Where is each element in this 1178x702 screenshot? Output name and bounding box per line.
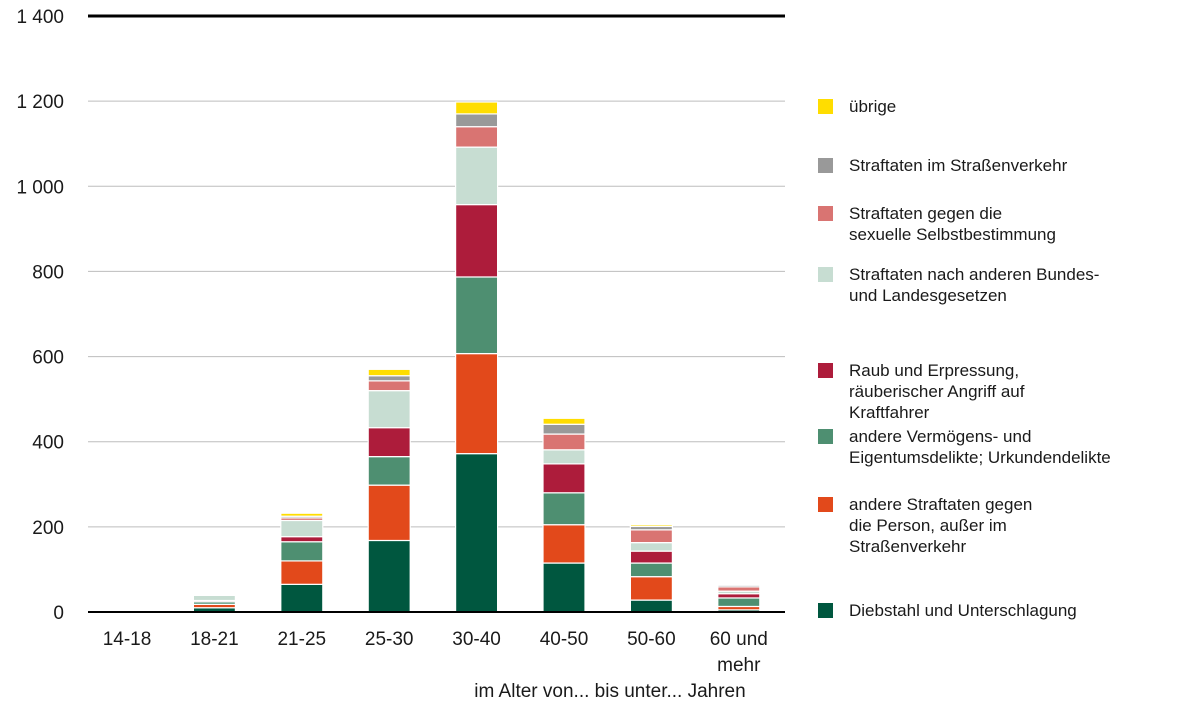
bar-segment-4-8 — [367, 368, 411, 377]
x-tick-label: 14-18 — [103, 629, 152, 650]
x-tick-label: 18-21 — [190, 629, 239, 650]
bars — [105, 101, 761, 613]
bar-segment-7-2 — [629, 576, 674, 601]
x-axis-title: im Alter von... bis unter... Jahren — [474, 681, 745, 702]
bar-segment-5-3 — [455, 276, 499, 355]
bar-segment-7-8 — [629, 524, 674, 528]
bar-segment-8-6 — [717, 586, 761, 592]
y-tick-label: 1 400 — [16, 7, 64, 28]
y-tick-label: 0 — [53, 603, 64, 624]
bar-segment-8-8 — [717, 583, 761, 586]
bar-segment-5-8 — [455, 101, 499, 115]
bar-segment-8-4 — [717, 593, 761, 599]
x-tick-label: 21-25 — [277, 629, 326, 650]
bar-segment-3-4 — [280, 536, 324, 543]
bar-segment-5-7 — [455, 113, 499, 128]
bar-segment-6-4 — [542, 463, 586, 494]
bar-segment-5-5 — [455, 146, 499, 206]
y-tick-label: 1 000 — [16, 177, 64, 198]
axes: 0 200 400 600 800 1 000 1 200 1 400 14-18 18-21 21… — [16, 7, 785, 676]
bar-segment-8-3 — [717, 597, 761, 608]
y-tick-label: 600 — [32, 348, 64, 369]
bar-segment-4-2 — [367, 484, 411, 542]
bar-segment-6-3 — [542, 492, 586, 526]
bar-segment-4-4 — [367, 427, 411, 458]
y-tick-label: 400 — [32, 433, 64, 454]
bar-segment-4-7 — [367, 375, 411, 382]
x-tick-label: 50-60 — [627, 629, 676, 650]
bar-segment-5-1 — [455, 453, 499, 613]
y-tick-label: 800 — [32, 262, 64, 283]
bar-segment-7-1 — [629, 599, 674, 613]
x-tick-label: 30-40 — [452, 629, 501, 650]
bar-segment-6-7 — [542, 423, 586, 435]
bar-segment-6-6 — [542, 433, 586, 451]
x-tick-label: 40-50 — [540, 629, 589, 650]
bar-segment-6-8 — [542, 417, 586, 425]
bar-segment-2-5 — [192, 594, 236, 602]
y-tick-label: 200 — [32, 518, 64, 539]
bar-segment-3-2 — [280, 560, 324, 585]
bar-segment-3-3 — [280, 541, 324, 562]
bar-segment-4-3 — [367, 456, 411, 486]
y-tick-label: 1 200 — [16, 92, 64, 113]
bar-segment-3-5 — [280, 519, 324, 538]
bar-segment-7-3 — [629, 562, 674, 578]
bar-segment-5-6 — [455, 126, 499, 148]
bar-segment-5-4 — [455, 203, 499, 278]
gridlines — [88, 100, 785, 528]
bar-segment-5-2 — [455, 352, 499, 455]
bar-segment-4-5 — [367, 390, 411, 429]
bar-segment-7-6 — [629, 529, 674, 544]
bar-segment-6-2 — [542, 524, 586, 564]
bar-segment-3-1 — [280, 583, 324, 613]
x-tick-label: 25-30 — [365, 629, 414, 650]
bar-segment-6-1 — [542, 562, 586, 613]
bar-segment-3-8 — [280, 512, 324, 517]
bar-segment-4-6 — [367, 380, 411, 392]
bar-segment-7-4 — [629, 550, 674, 564]
bar-segment-4-1 — [367, 539, 411, 613]
x-tick-label: 60 und mehr — [710, 629, 768, 676]
bar-segment-6-5 — [542, 449, 586, 465]
bar-segment-7-5 — [629, 542, 674, 552]
